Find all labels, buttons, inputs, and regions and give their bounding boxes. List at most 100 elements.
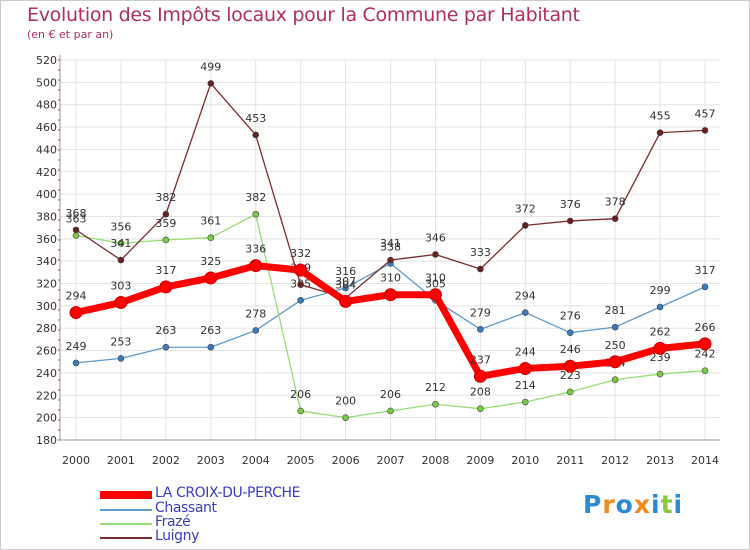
- x-tick-label-2000: 2000: [62, 454, 90, 467]
- point-la-croix-du-perche-2002: [159, 280, 173, 294]
- point-la-croix-du-perche-2003: [204, 271, 218, 285]
- point-la-croix-du-perche-2009: [473, 369, 487, 383]
- data-label-fraz-2000: 363: [66, 212, 87, 225]
- point-la-croix-du-perche-2000: [69, 306, 83, 320]
- data-label-luigny-2001: 341: [110, 237, 131, 250]
- data-label-chassant-2001: 253: [110, 335, 131, 348]
- data-label-luigny-2009: 333: [470, 246, 491, 259]
- point-luigny-2007: [387, 256, 394, 264]
- point-la-croix-du-perche-2011: [563, 359, 577, 373]
- y-tick-label-340: 340: [36, 255, 57, 268]
- logo-letter: o: [615, 490, 634, 519]
- point-chassant-2006: [342, 284, 349, 292]
- data-label-luigny-2003: 499: [200, 60, 221, 73]
- y-tick-label-380: 380: [36, 210, 57, 223]
- point-la-croix-du-perche-2013: [653, 341, 667, 355]
- data-label-fraz-2002: 359: [155, 217, 176, 230]
- data-label-la-croix-du-perche-2012: 250: [605, 339, 626, 352]
- point-chassant-2001: [117, 355, 125, 362]
- point-luigny-2002: [162, 210, 170, 218]
- data-label-fraz-2011: 223: [560, 369, 581, 382]
- logo-letter: r: [602, 490, 616, 519]
- y-tick-label-320: 320: [36, 278, 57, 291]
- data-label-fraz-2014: 242: [695, 348, 716, 361]
- point-la-croix-du-perche-2012: [608, 355, 622, 369]
- point-luigny-2005: [297, 281, 304, 288]
- data-label-la-croix-du-perche-2013: 262: [650, 325, 671, 338]
- point-chassant-2002: [162, 343, 170, 351]
- point-luigny-2011: [566, 217, 574, 225]
- data-label-luigny-2011: 376: [560, 198, 581, 211]
- x-tick-label-2006: 2006: [332, 454, 360, 467]
- x-tick-label-2013: 2013: [646, 454, 674, 467]
- point-luigny-2012: [611, 215, 619, 223]
- x-tick-label-2012: 2012: [601, 454, 629, 467]
- data-label-la-croix-du-perche-2007: 310: [380, 272, 401, 285]
- point-fraz-2005: [297, 407, 304, 415]
- data-label-chassant-2003: 263: [200, 324, 221, 337]
- point-fraz-2000: [72, 232, 80, 239]
- data-label-fraz-2007: 206: [380, 388, 401, 401]
- data-label-luigny-2014: 457: [695, 107, 716, 120]
- point-chassant-2009: [477, 326, 484, 333]
- point-la-croix-du-perche-2004: [249, 259, 263, 273]
- point-fraz-2003: [207, 234, 215, 242]
- x-tick-label-2008: 2008: [421, 454, 449, 467]
- data-label-luigny-2013: 455: [650, 110, 671, 123]
- point-chassant-2005: [297, 296, 304, 304]
- y-tick-label-240: 240: [36, 367, 57, 380]
- point-chassant-2012: [611, 323, 619, 331]
- proxiti-logo: Proxiti: [583, 490, 683, 519]
- data-label-fraz-2009: 208: [470, 386, 491, 399]
- data-label-la-croix-du-perche-2001: 303: [110, 280, 131, 293]
- point-luigny-2014: [701, 127, 709, 134]
- data-label-fraz-2003: 361: [200, 215, 221, 228]
- data-label-luigny-2010: 372: [515, 202, 536, 215]
- data-label-fraz-2013: 239: [650, 351, 671, 364]
- data-label-chassant-2006: 316: [335, 265, 356, 278]
- y-tick-label-480: 480: [36, 99, 57, 112]
- data-label-luigny-2006: 307: [335, 275, 356, 288]
- point-fraz-2007: [387, 407, 394, 415]
- point-luigny-2000: [72, 226, 80, 234]
- point-chassant-2003: [207, 343, 215, 351]
- point-fraz-2006: [342, 414, 349, 421]
- data-label-fraz-2008: 212: [425, 381, 446, 394]
- x-tick-label-2003: 2003: [197, 454, 225, 467]
- data-label-chassant-2013: 299: [650, 284, 671, 297]
- x-tick-label-2011: 2011: [556, 454, 584, 467]
- data-label-luigny-2004: 453: [245, 112, 266, 125]
- x-tick-label-2010: 2010: [511, 454, 539, 467]
- point-fraz-2013: [656, 370, 664, 378]
- point-chassant-2014: [701, 283, 709, 291]
- data-label-la-croix-du-perche-2008: 310: [425, 272, 446, 285]
- x-tick-label-2001: 2001: [107, 454, 135, 467]
- point-la-croix-du-perche-2007: [384, 288, 398, 302]
- data-label-chassant-2010: 294: [515, 290, 536, 303]
- data-label-chassant-2008: 305: [425, 277, 446, 290]
- point-chassant-2004: [252, 327, 260, 334]
- y-tick-label-280: 280: [36, 322, 57, 335]
- data-label-luigny-2007: 341: [380, 237, 401, 250]
- data-label-fraz-2006: 200: [335, 395, 356, 408]
- data-label-la-croix-du-perche-2003: 325: [200, 255, 221, 268]
- data-label-la-croix-du-perche-2009: 237: [470, 353, 491, 366]
- chart-title: Evolution des Impôts locaux pour la Comm…: [27, 4, 580, 26]
- point-la-croix-du-perche-2014: [698, 337, 712, 351]
- y-tick-label-300: 300: [36, 300, 57, 313]
- point-luigny-2003: [207, 80, 215, 87]
- data-label-la-croix-du-perche-2011: 246: [560, 343, 581, 356]
- y-tick-label-460: 460: [36, 121, 57, 134]
- data-label-fraz-2004: 382: [245, 191, 266, 204]
- point-chassant-2011: [566, 329, 574, 337]
- data-label-la-croix-du-perche-2006: 304: [335, 278, 356, 291]
- data-label-la-croix-du-perche-2002: 317: [155, 264, 176, 277]
- logo-letter: i: [651, 490, 661, 519]
- point-fraz-2008: [432, 400, 439, 408]
- y-tick-label-420: 420: [36, 166, 57, 179]
- data-label-fraz-2010: 214: [515, 379, 536, 392]
- data-label-chassant-2007: 338: [380, 240, 401, 253]
- data-label-fraz-2005: 206: [290, 388, 311, 401]
